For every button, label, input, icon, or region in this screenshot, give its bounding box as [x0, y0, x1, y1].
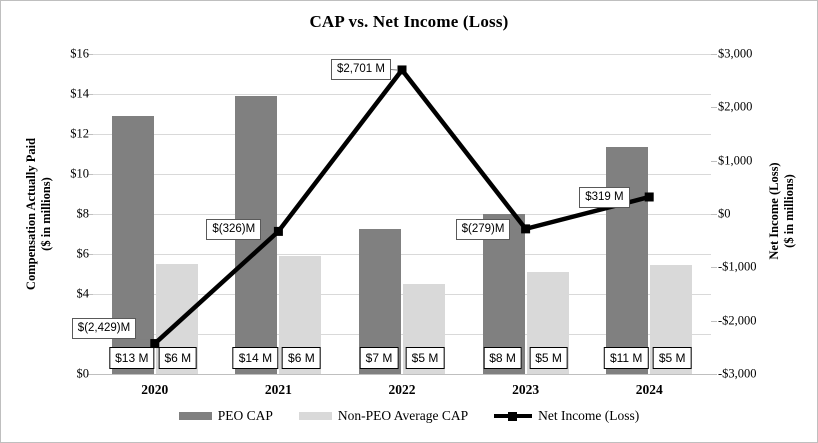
- right-axis-tickmark: [711, 374, 717, 375]
- net-income-data-label: $(2,429)M: [71, 317, 137, 339]
- non-peo-cap-data-label: $5 M: [405, 347, 445, 369]
- right-axis-tickmark: [711, 107, 717, 109]
- legend-line-swatch: [494, 411, 533, 421]
- peo-cap-data-label: $11 M: [603, 347, 649, 369]
- right-axis-tick-label: $3,000: [718, 46, 753, 61]
- left-axis-tickmark: [87, 134, 93, 135]
- category-label: 2021: [264, 382, 292, 397]
- right-axis-tickmark: [711, 214, 717, 215]
- right-axis-title-line2: ($ in millions): [782, 174, 796, 248]
- right-axis-tick-label: $1,000: [718, 153, 753, 168]
- category-label: 2022: [388, 382, 416, 397]
- legend-item-peo-cap: PEO CAP: [178, 408, 273, 424]
- legend-label: PEO CAP: [217, 408, 273, 423]
- right-axis-tick-label: -$2,000: [718, 313, 757, 328]
- non-peo-cap-data-label: $6 M: [158, 347, 198, 369]
- legend-label: Non-PEO Average CAP: [337, 408, 469, 423]
- net-income-data-label: $(279)M: [455, 218, 511, 240]
- peo-cap-data-label: $14 M: [232, 347, 279, 369]
- legend: PEO CAP Non-PEO Average CAP Net Income (Lo…: [1, 408, 817, 424]
- net-income-data-label: $(326)M: [206, 219, 262, 241]
- bar-peo-cap: [606, 147, 649, 374]
- right-axis-tick-label: $2,000: [718, 99, 753, 114]
- x-axis-line: [93, 374, 711, 375]
- right-axis-title: Net Income (Loss) ($ in millions): [767, 101, 797, 321]
- right-axis-tickmark: [711, 54, 717, 55]
- net-income-line: [153, 66, 650, 346]
- gridline: [93, 134, 711, 135]
- right-axis-title-line1: Net Income (Loss): [767, 162, 781, 260]
- left-axis-tickmark: [87, 94, 93, 95]
- non-peo-cap-data-label: $5 M: [652, 347, 692, 369]
- label-leader-line: [390, 68, 398, 71]
- left-axis-tick-label: $12: [70, 126, 89, 141]
- legend-bar-swatch: [178, 412, 212, 420]
- left-axis-tick-label: $16: [70, 46, 89, 61]
- right-axis-tickmark: [711, 320, 717, 322]
- legend-label: Net Income (Loss): [538, 408, 640, 423]
- legend-item-non-peo-average-cap: Non-PEO Average CAP: [298, 408, 469, 424]
- left-axis-tickmark: [87, 254, 93, 255]
- category-label: 2024: [635, 382, 663, 397]
- category-label: 2020: [141, 382, 169, 397]
- chart-title: CAP vs. Net Income (Loss): [309, 12, 509, 31]
- right-axis-tickmark: [711, 267, 717, 269]
- left-axis-tick-label: $6: [76, 246, 90, 261]
- right-axis-tick-label: $0: [718, 206, 731, 221]
- left-axis-tickmark: [87, 374, 93, 375]
- gridline: [93, 54, 711, 55]
- peo-cap-data-label: $8 M: [483, 347, 522, 369]
- legend-bar-swatch: [298, 412, 332, 420]
- left-axis-tick-label: $10: [70, 166, 89, 181]
- peo-cap-data-label: $7 M: [359, 347, 399, 369]
- legend-item-net-income-loss-: Net Income (Loss): [494, 408, 639, 424]
- non-peo-cap-data-label: $6 M: [282, 347, 321, 369]
- left-axis-tickmark: [87, 214, 93, 215]
- net-income-data-label: $319 M: [579, 186, 630, 208]
- left-axis-tickmark: [87, 54, 93, 55]
- left-axis-tick-label: $8: [76, 206, 90, 221]
- left-axis-title-line1: Compensation Actually Paid: [24, 137, 38, 291]
- gridline: [93, 94, 711, 95]
- left-axis-tick-label: $4: [76, 286, 90, 301]
- net-income-data-label: $2,701 M: [331, 58, 391, 80]
- line-marker: [397, 65, 407, 75]
- right-axis-tickmark: [711, 160, 717, 162]
- category-label: 2023: [512, 382, 540, 397]
- non-peo-cap-data-label: $5 M: [529, 347, 568, 369]
- left-axis-tick-label: $0: [76, 366, 90, 381]
- right-axis-tick-label: -$1,000: [718, 259, 757, 274]
- peo-cap-data-label: $13 M: [109, 347, 155, 369]
- left-axis-tickmark: [87, 294, 93, 295]
- legend-line-marker-icon: [508, 411, 518, 421]
- left-axis-tick-label: $14: [70, 86, 89, 101]
- right-axis-tick-label: -$3,000: [718, 366, 757, 381]
- left-axis-tickmark: [87, 174, 93, 175]
